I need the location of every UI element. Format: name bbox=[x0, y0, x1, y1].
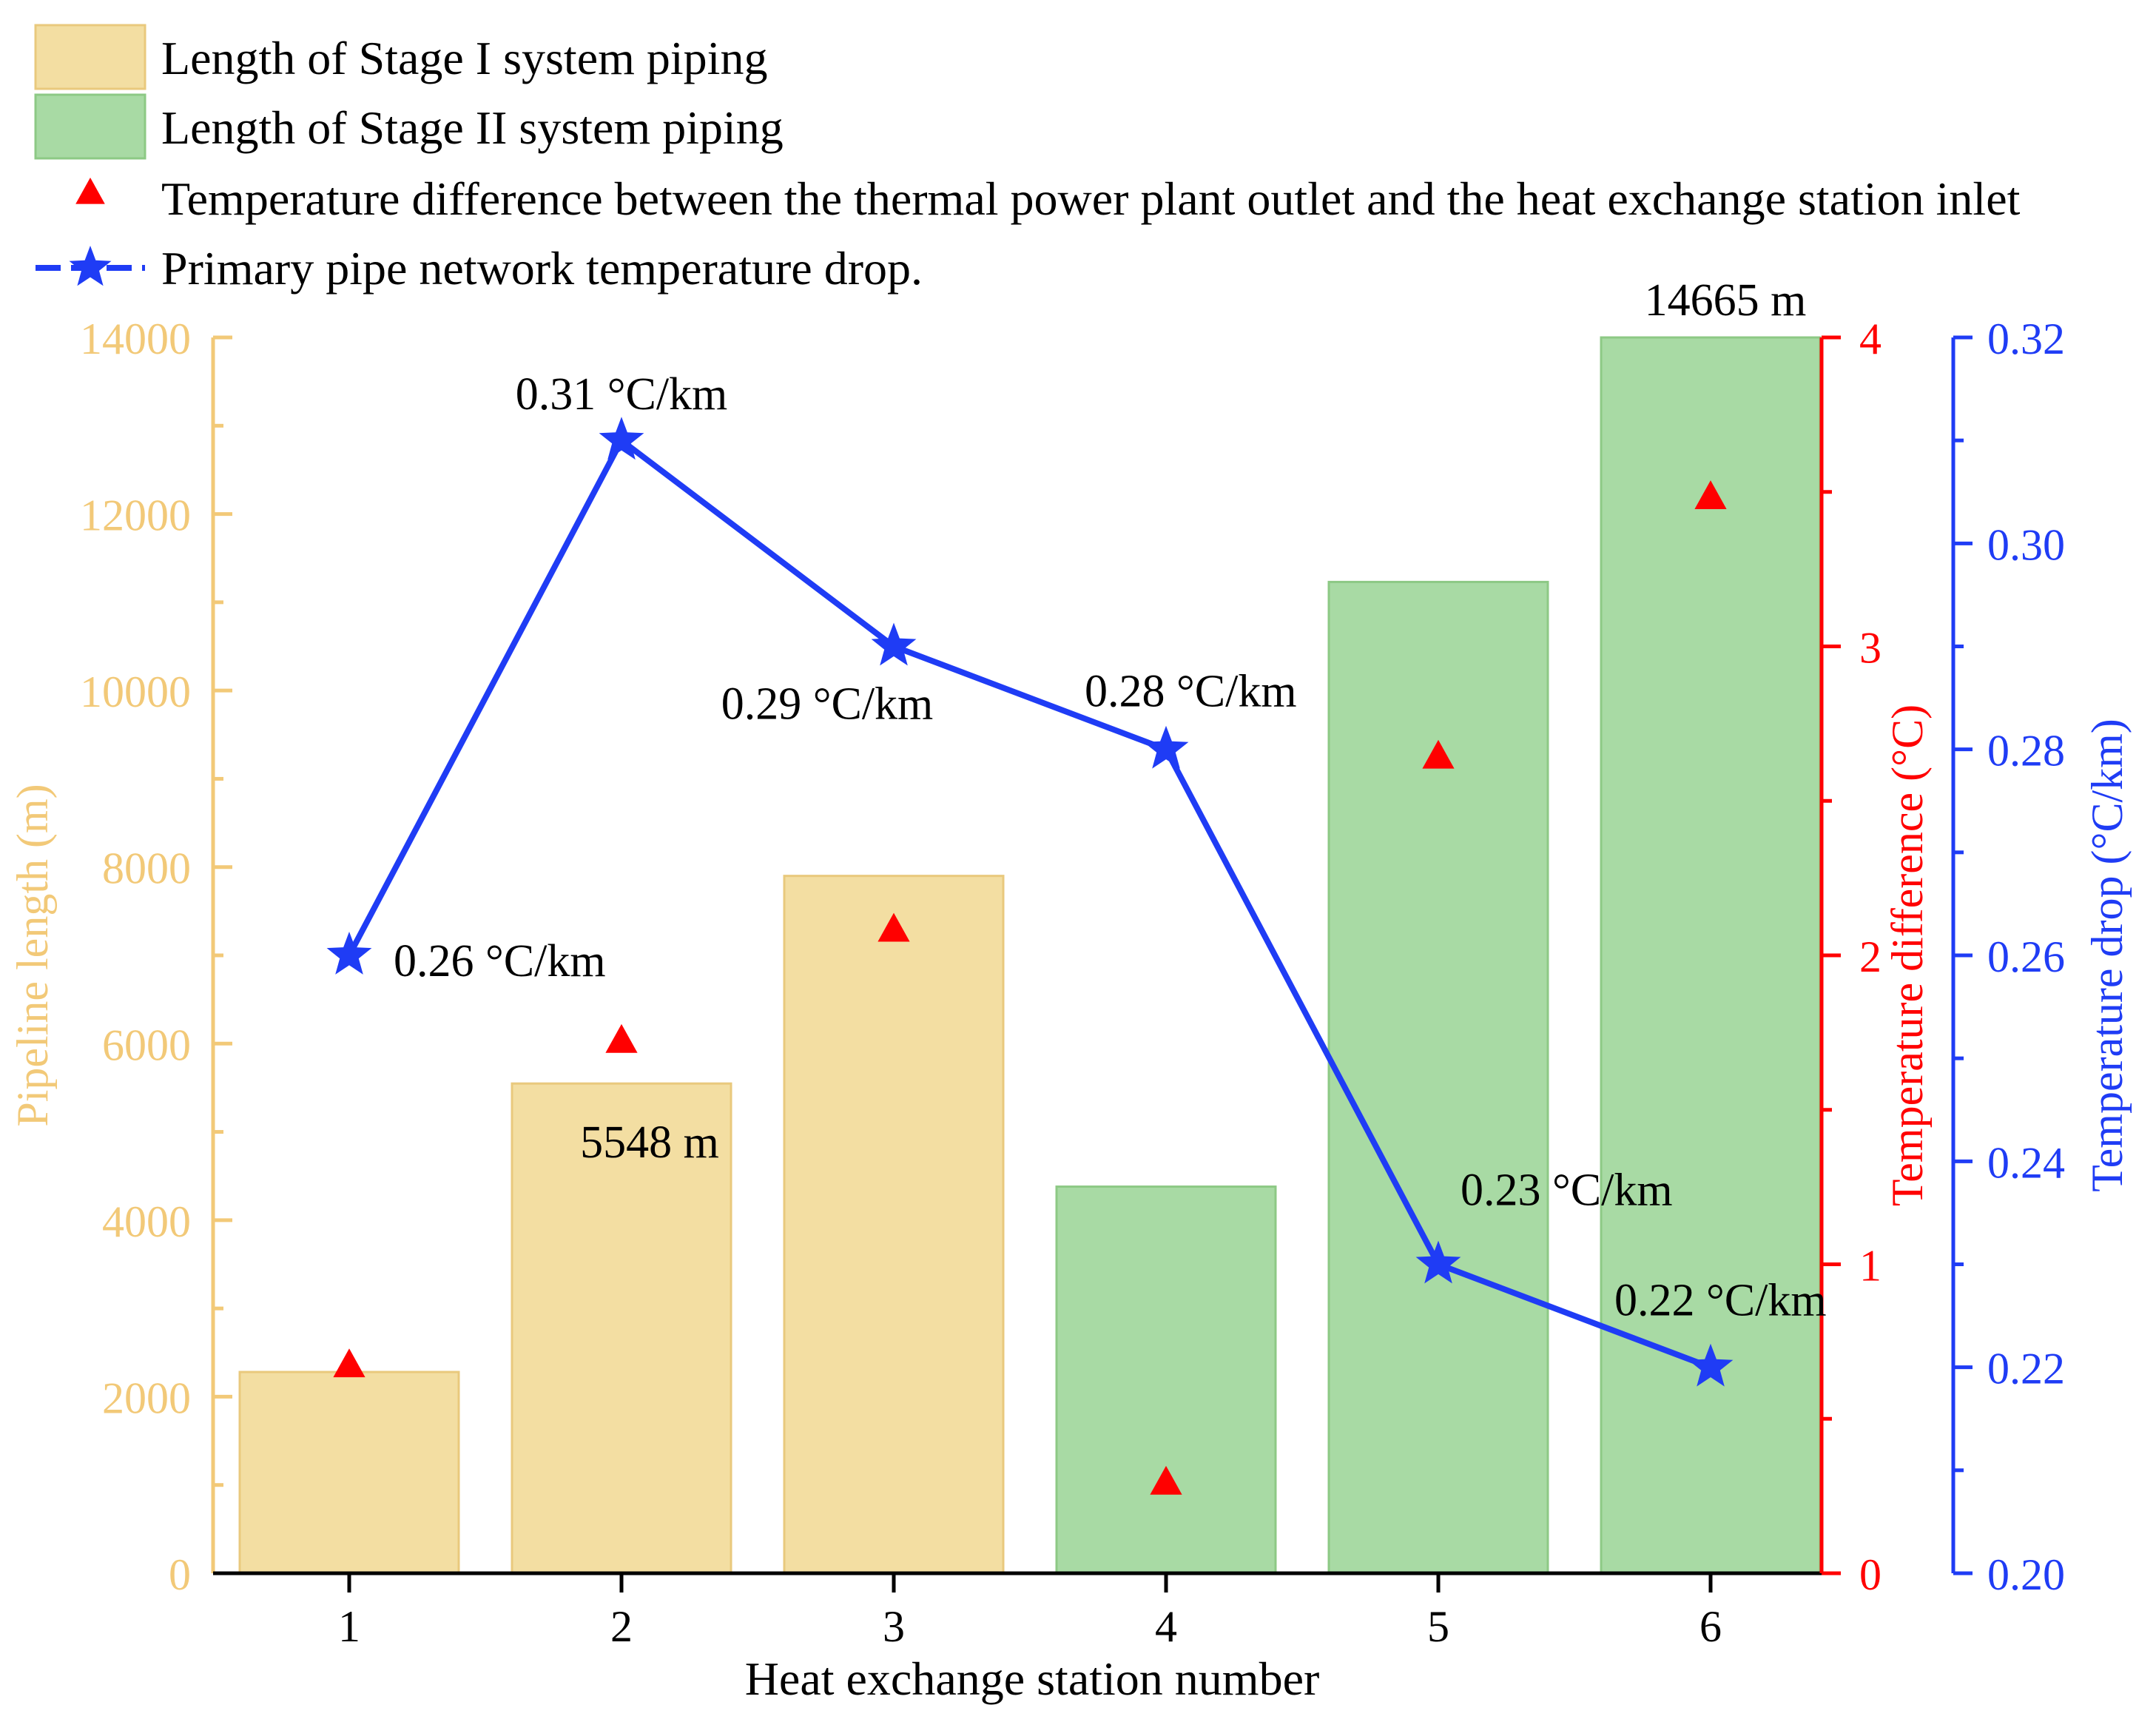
temp-drop-tick-label: 0.22 bbox=[1987, 1345, 2065, 1393]
temp-diff-marker-4 bbox=[1150, 1465, 1182, 1495]
temp-diff-marker-5 bbox=[1422, 739, 1455, 769]
temp-drop-data-label: 0.29 °C/km bbox=[721, 679, 934, 730]
temp-drop-marker-1 bbox=[326, 932, 372, 975]
temp-diff-tick-label: 2 bbox=[1859, 932, 1882, 981]
axes: 0 2000 4000 6000 8000 10000 12000 14000 Pipeline… bbox=[8, 315, 2132, 1705]
legend-swatch-stage2 bbox=[34, 93, 146, 160]
temp-drop-tick-label: 0.24 bbox=[1987, 1138, 2065, 1187]
bar-station-4 bbox=[1055, 1185, 1277, 1575]
bar-station-6 bbox=[1600, 336, 1822, 1575]
legend-label: Temperature difference between the therm… bbox=[161, 172, 2021, 225]
x-tick-label: 3 bbox=[883, 1602, 905, 1651]
temp-drop-tick-label: 0.26 bbox=[1987, 932, 2065, 981]
temp-drop-tick-label: 0.32 bbox=[1987, 315, 2065, 363]
bar-data-label: 5548 m bbox=[580, 1117, 719, 1168]
left-tick-label: 10000 bbox=[80, 667, 191, 716]
temp-diff-marker-3 bbox=[877, 912, 910, 942]
x-tick-label: 2 bbox=[610, 1602, 633, 1651]
temp-diff-tick-label: 3 bbox=[1859, 624, 1882, 673]
temp-drop-line bbox=[346, 437, 1712, 1370]
temp-diff-tick-label: 1 bbox=[1859, 1242, 1882, 1291]
bar-station-1 bbox=[238, 1370, 460, 1575]
temp-diff-tick-label: 0 bbox=[1859, 1550, 1882, 1599]
temp-drop-data-label: 0.28 °C/km bbox=[1085, 667, 1297, 717]
temp-diff-marker-6 bbox=[1694, 480, 1727, 509]
x-tick-label: 6 bbox=[1699, 1602, 1722, 1651]
temp-diff-tick-label: 4 bbox=[1859, 315, 1882, 363]
legend-triangle-icon bbox=[75, 178, 105, 204]
temp-diff-marker-2 bbox=[605, 1023, 638, 1053]
left-axis-title: Pipeline length (m) bbox=[8, 784, 57, 1126]
temp-diff-marker-1 bbox=[333, 1348, 365, 1378]
temp-diff-axis-title: Temperature difference (°C) bbox=[1883, 704, 1932, 1206]
temp-drop-marker-6 bbox=[1688, 1343, 1734, 1387]
temp-drop-data-label: 0.26 °C/km bbox=[394, 936, 606, 986]
left-tick-label: 2000 bbox=[102, 1373, 191, 1422]
temp-drop-marker-4 bbox=[1143, 725, 1189, 769]
x-axis-title: Heat exchange station number bbox=[745, 1652, 1320, 1705]
left-tick-label: 12000 bbox=[80, 491, 191, 540]
legend: Length of Stage I system piping Length of… bbox=[34, 24, 2021, 295]
temp-drop-marker-5 bbox=[1415, 1240, 1461, 1284]
bar-station-5 bbox=[1327, 580, 1549, 1575]
x-tick-label: 1 bbox=[338, 1602, 360, 1651]
temp-drop-marker-2 bbox=[599, 417, 644, 460]
x-tick-label: 5 bbox=[1427, 1602, 1449, 1651]
bar-station-3 bbox=[783, 875, 1005, 1575]
left-tick-label: 4000 bbox=[102, 1197, 191, 1246]
left-tick-label: 14000 bbox=[80, 315, 191, 363]
legend-label: Length of Stage I system piping bbox=[161, 32, 767, 84]
temp-drop-data-label: 0.22 °C/km bbox=[1614, 1276, 1827, 1326]
bar-data-label: 14665 m bbox=[1645, 275, 1807, 326]
temp-drop-data-label: 0.31 °C/km bbox=[516, 369, 728, 420]
temp-drop-axis-title: Temperature drop (°C/km) bbox=[2083, 719, 2132, 1192]
left-tick-label: 6000 bbox=[102, 1020, 191, 1069]
temp-drop-tick-label: 0.28 bbox=[1987, 727, 2065, 776]
annotations: 0.26 °C/km 0.31 °C/km 0.29 °C/km 0.28 °C/km… bbox=[394, 275, 1827, 1326]
legend-label: Length of Stage II system piping bbox=[161, 101, 784, 154]
temp-drop-marker-3 bbox=[871, 622, 917, 666]
temp-drop-tick-label: 0.30 bbox=[1987, 520, 2065, 569]
temp-drop-tick-label: 0.20 bbox=[1987, 1550, 2065, 1599]
temp-drop-data-label: 0.23 °C/km bbox=[1461, 1166, 1673, 1216]
legend-label: Primary pipe network temperature drop. bbox=[161, 242, 923, 295]
temperature-series bbox=[326, 417, 1734, 1495]
left-tick-label: 8000 bbox=[102, 844, 191, 893]
x-tick-label: 4 bbox=[1155, 1602, 1177, 1651]
legend-swatch-stage1 bbox=[34, 24, 146, 90]
legend-star-icon bbox=[69, 246, 112, 286]
bar-station-2 bbox=[511, 1082, 732, 1575]
left-tick-label: 0 bbox=[169, 1550, 191, 1599]
